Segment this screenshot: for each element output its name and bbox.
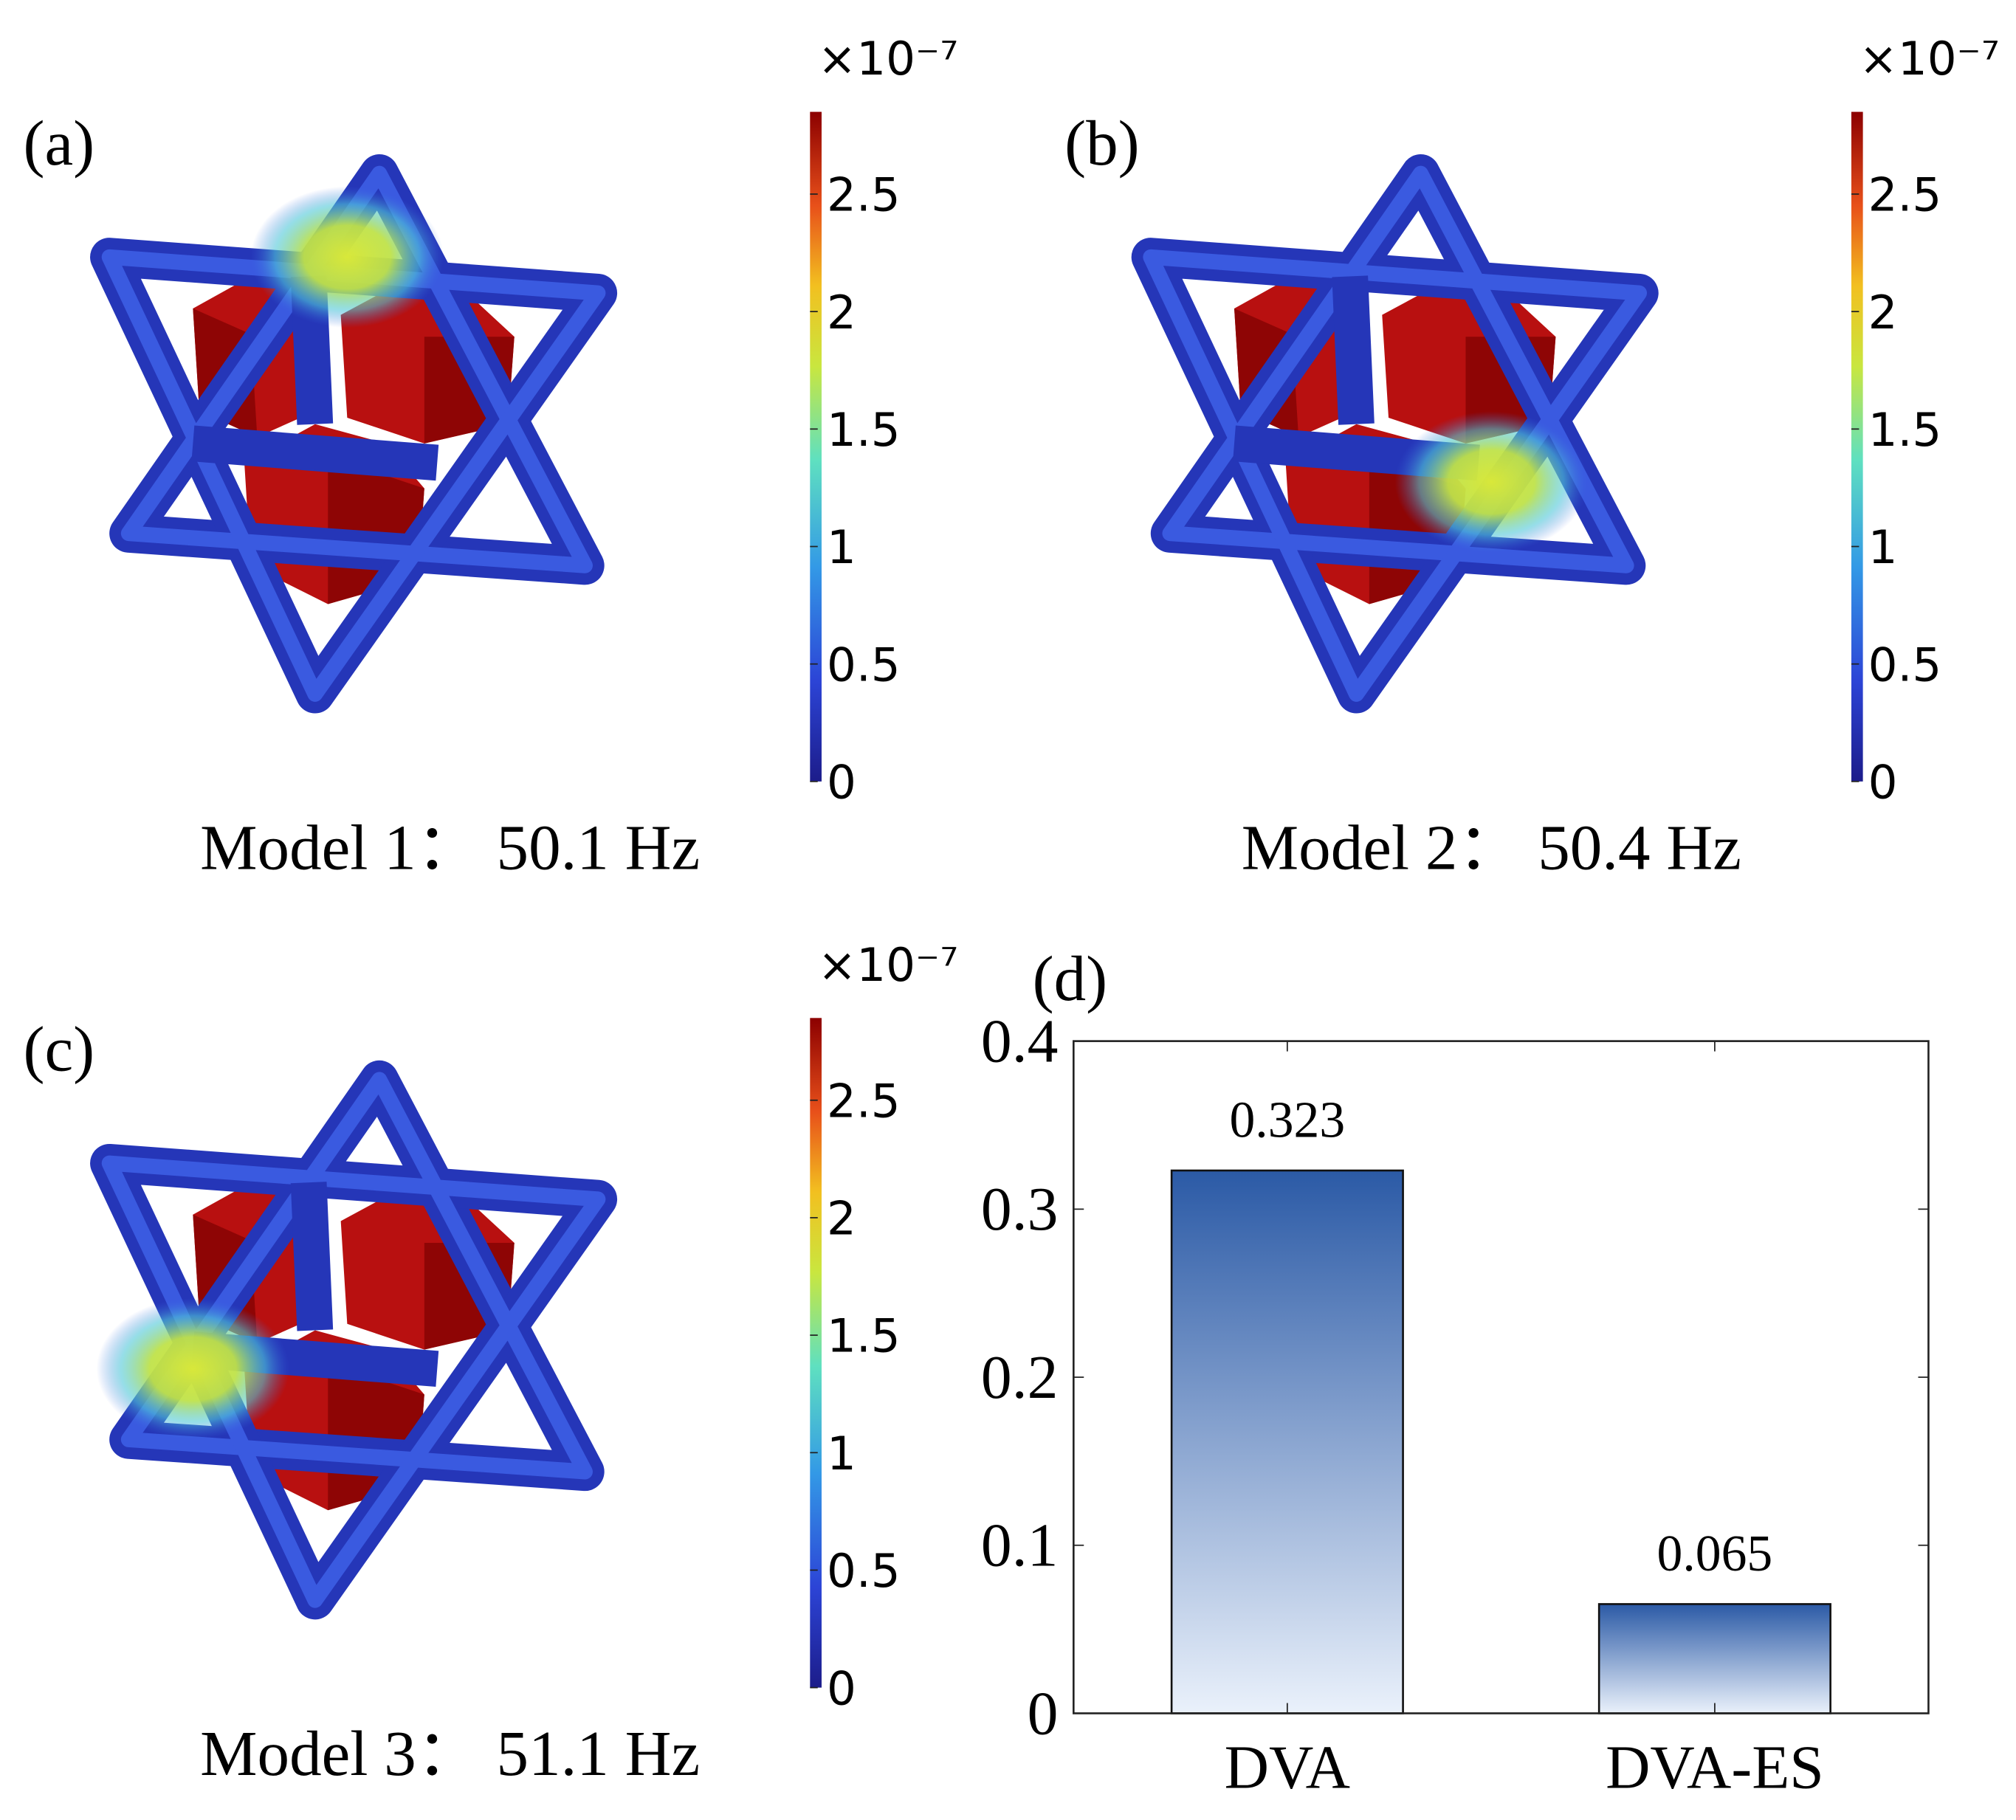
- frame: [290, 1182, 334, 1331]
- colorbar-tick-label: 1: [827, 1427, 856, 1481]
- caption: Model 2： 50.4 Hz: [1242, 811, 1741, 883]
- colorbar-multiplier: ×10⁻⁷: [1859, 32, 2000, 86]
- strain-hotspot: [96, 1297, 289, 1440]
- frame-highlight: [120, 1072, 593, 1480]
- y-tick-label: 0.2: [981, 1344, 1058, 1412]
- colorbar-tick-label: 0.5: [827, 1544, 901, 1598]
- colorbar-tick-label: 2.5: [1868, 168, 1942, 222]
- caption: Model 1： 50.1 Hz: [200, 811, 700, 883]
- colorbar-tick-label: 2: [1868, 286, 1898, 339]
- data-label: 0.065: [1657, 1526, 1773, 1582]
- panel-label: (d): [1033, 942, 1108, 1014]
- colorbar-tick-label: 1.5: [1868, 403, 1942, 457]
- colorbar-multiplier: ×10⁻⁷: [818, 938, 959, 992]
- colorbar-tick-label: 0: [827, 755, 856, 809]
- x-tick-label: DVA: [1225, 1734, 1350, 1802]
- y-tick-label: 0.4: [981, 1008, 1058, 1076]
- panel-label: (b): [1064, 107, 1140, 179]
- colorbar-tick-label: 2.5: [827, 168, 901, 222]
- colorbar-multiplier: ×10⁻⁷: [818, 32, 959, 86]
- colorbar-tick-label: 0: [1868, 755, 1898, 809]
- mode-shape-panel: (b) Model 2： 50.4 Hz ×10⁻⁷ 0 0.5 1 1.5 2 2.5: [1064, 32, 2000, 883]
- colorbar: [1851, 111, 1863, 782]
- colorbar-tick-label: 1: [1868, 520, 1898, 574]
- panel-label: (a): [23, 107, 94, 179]
- frame-highlight: [1162, 165, 1634, 573]
- colorbar: [810, 1018, 822, 1688]
- panel-label: (c): [23, 1013, 94, 1085]
- colorbar-tick-label: 1.5: [827, 403, 901, 457]
- y-tick-label: 0.1: [981, 1512, 1058, 1580]
- x-tick-label: DVA-ES: [1606, 1734, 1824, 1802]
- colorbar-tick-label: 2.5: [827, 1074, 901, 1128]
- strain-hotspot: [1394, 411, 1588, 553]
- bar: [1170, 1169, 1404, 1714]
- frame-highlight: [120, 165, 593, 573]
- colorbar-tick-label: 2: [827, 286, 856, 339]
- axes-box: [1073, 1040, 1930, 1714]
- colorbar-tick-label: 0.5: [1868, 638, 1942, 692]
- colorbar-tick-label: 2: [827, 1192, 856, 1246]
- mode-shape-panel: (a) Model 1： 50.1 Hz ×10⁻⁷ 0 0.5 1 1.5 2 2.5: [23, 32, 958, 883]
- data-label: 0.323: [1229, 1092, 1345, 1149]
- colorbar-tick-label: 0.5: [827, 638, 901, 692]
- mode-shape-panel: (c) Model 3： 51.1 Hz ×10⁻⁷ 0 0.5 1 1.5 2 2.5: [23, 938, 958, 1789]
- colorbar: [810, 111, 822, 782]
- colorbar-tick-label: 1: [827, 520, 856, 574]
- strain-hotspot: [250, 186, 444, 328]
- y-tick-label: 0: [1028, 1680, 1059, 1748]
- colorbar-tick-label: 1.5: [827, 1309, 901, 1363]
- bar-panel: (d) 0.323 DVA 0.065 DVA-ES 0 0.1 0.2 0.3 0.4: [981, 942, 1930, 1802]
- frame: [191, 425, 439, 481]
- caption: Model 3： 51.1 Hz: [200, 1717, 700, 1789]
- bar: [1597, 1603, 1831, 1714]
- frame: [1332, 275, 1375, 425]
- colorbar-tick-label: 0: [827, 1661, 856, 1715]
- y-tick-label: 0.3: [981, 1176, 1058, 1244]
